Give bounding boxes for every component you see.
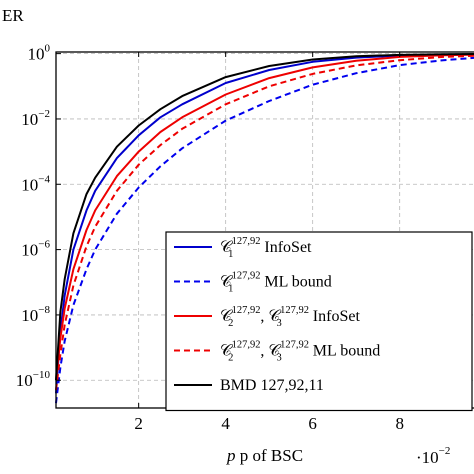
legend-box [165, 231, 473, 412]
series-line-1 [55, 56, 474, 404]
series-line-4 [55, 53, 474, 381]
y-tick-label-3: 10−6 [21, 239, 50, 260]
legend-label-0: 𝒞127,92 1 InfoSet [220, 236, 312, 260]
series-line-2 [55, 53, 474, 381]
x-tick-label-0: 2 [134, 414, 143, 433]
series-line-3 [55, 54, 474, 391]
x-tick-label-2: 6 [308, 414, 317, 433]
plot-series [55, 53, 474, 404]
y-tick-label-0: 100 [28, 43, 51, 64]
legend-label-1: 𝒞127,92 1 ML bound [220, 271, 332, 295]
y-tick-label-2: 10−4 [21, 173, 50, 194]
x-axis-scale: ·10−2 [416, 445, 450, 467]
x-axis-label: p p of BSC [226, 446, 303, 465]
legend-label-2: 𝒞127,92 2, 𝒞127,92 3 InfoSet [220, 305, 360, 329]
y-tick-label-4: 10−8 [21, 304, 50, 325]
y-tick-label-5: 10−10 [16, 369, 51, 390]
legend-label-3: 𝒞127,92 2, 𝒞127,92 3 ML bound [220, 340, 380, 364]
x-tick-label-1: 4 [221, 414, 230, 433]
y-axis-label: ER [2, 6, 24, 25]
legend: 𝒞127,92 1 InfoSet 𝒞127,92 1 ML bound 𝒞127,92… [165, 231, 473, 412]
y-tick-label-1: 10−2 [21, 108, 50, 129]
x-tick-label-3: 8 [395, 414, 404, 433]
legend-label-4: BMD 127,92,11 [220, 377, 324, 394]
axis-ticks: 2 4 6 8 100 10−2 10−4 10−6 10−8 10−10 [16, 43, 404, 433]
series-line-0 [55, 53, 474, 394]
